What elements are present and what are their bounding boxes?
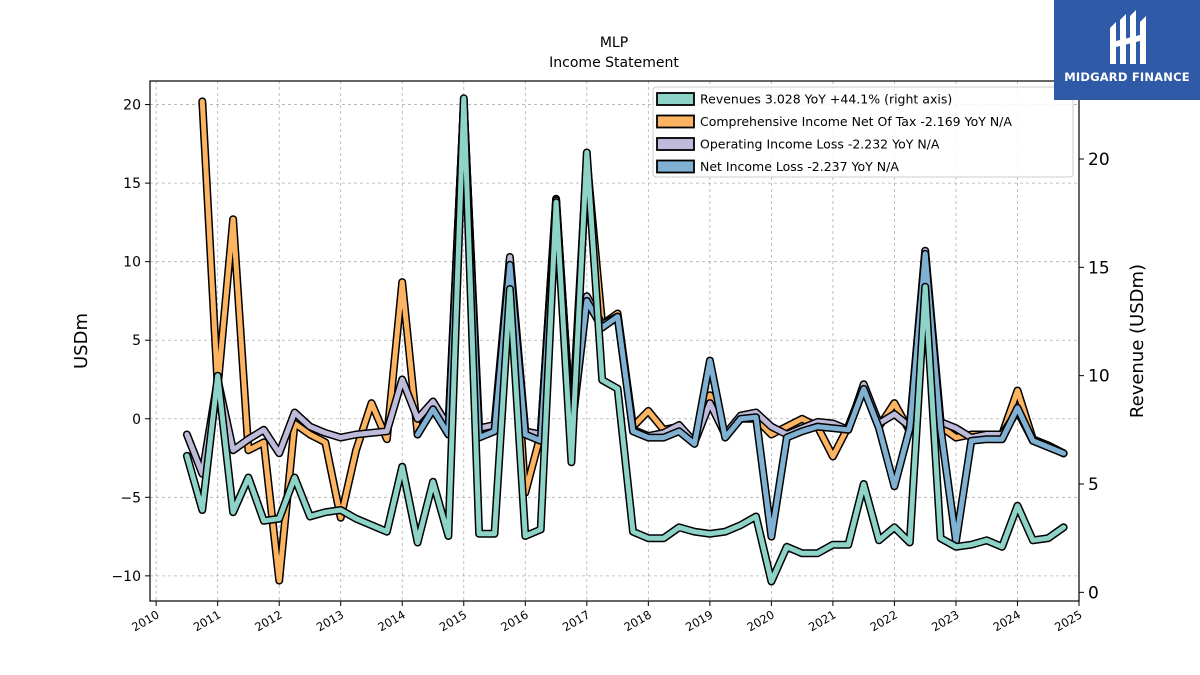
y-tick-label: −5: [120, 490, 141, 506]
right-axis: 0 5 10 15 20: [1079, 150, 1110, 603]
legend-entry-label: Comprehensive Income Net Of Tax -2.169 Y…: [700, 114, 1012, 129]
brand-name: MIDGARD FINANCE: [1064, 70, 1190, 84]
legend-entry-label: Revenues 3.028 YoY +44.1% (right axis): [700, 92, 952, 107]
series-line: [184, 95, 1067, 584]
legend-swatch: [656, 159, 695, 174]
y-tick-label: 20: [123, 98, 141, 114]
y-axis-label: USDm: [71, 313, 92, 369]
midgard-finance-logo: MIDGARD FINANCE: [1054, 0, 1200, 100]
x-tick-label: 2023: [929, 607, 961, 634]
legend-entry-label: Net Income Loss -2.237 YoY N/A: [700, 159, 899, 174]
midgard-logo-icon: [1110, 10, 1146, 64]
legend-entry-label: Operating Income Loss -2.232 YoY N/A: [700, 137, 940, 152]
x-tick-label: 2013: [314, 607, 346, 634]
legend-swatch: [656, 114, 695, 129]
x-tick-label: 2019: [683, 607, 715, 634]
chart-title: MLP: [600, 35, 628, 51]
x-tick-label: 2018: [621, 607, 653, 634]
x-tick-label: 2014: [375, 607, 407, 634]
y-tick-label: 0: [132, 412, 141, 428]
x-tick-label: 2025: [1052, 607, 1084, 634]
x-tick-label: 2022: [868, 607, 900, 634]
x-tick-label: 2011: [191, 607, 223, 634]
x-axis: 2010 2011 2012 2013 2014 2015 2016 2017 2018 2019…: [129, 601, 1085, 634]
series-layer: [182, 94, 1068, 586]
plot-frame: [149, 80, 1080, 602]
y-right-tick-label: 5: [1088, 475, 1099, 495]
x-tick-label: 2024: [991, 607, 1023, 634]
y-right-tick-label: 20: [1088, 150, 1110, 170]
series-line: [415, 102, 1067, 544]
legend-swatch: [656, 92, 695, 106]
y-axis-right-label: Revenue (USDm): [1127, 264, 1148, 418]
y-tick-label: 10: [123, 255, 141, 271]
y-tick-label: 5: [132, 333, 141, 349]
x-tick-label: 2015: [437, 607, 469, 634]
y-tick-label: 15: [123, 176, 141, 192]
x-tick-label: 2017: [560, 607, 592, 634]
legend-swatch: [656, 137, 695, 151]
y-right-tick-label: 15: [1088, 258, 1110, 278]
y-right-tick-label: 10: [1088, 367, 1110, 387]
x-tick-label: 2020: [745, 607, 777, 634]
y-right-tick-label: 0: [1088, 583, 1099, 603]
y-tick-label: −10: [111, 569, 141, 585]
left-axis: −10 −5 0 5 10 15 20: [111, 98, 150, 585]
legend-frame: [652, 86, 1074, 178]
x-tick-label: 2012: [252, 607, 284, 634]
series-3: [413, 100, 1068, 546]
series-0: [182, 94, 1068, 586]
x-tick-label: 2016: [498, 607, 530, 634]
chart-subtitle: Income Statement: [549, 55, 679, 71]
x-tick-label: 2010: [129, 607, 161, 634]
x-tick-label: 2021: [806, 607, 838, 634]
legend: Revenues 3.028 YoY +44.1% (right axis) Co…: [652, 86, 1074, 178]
